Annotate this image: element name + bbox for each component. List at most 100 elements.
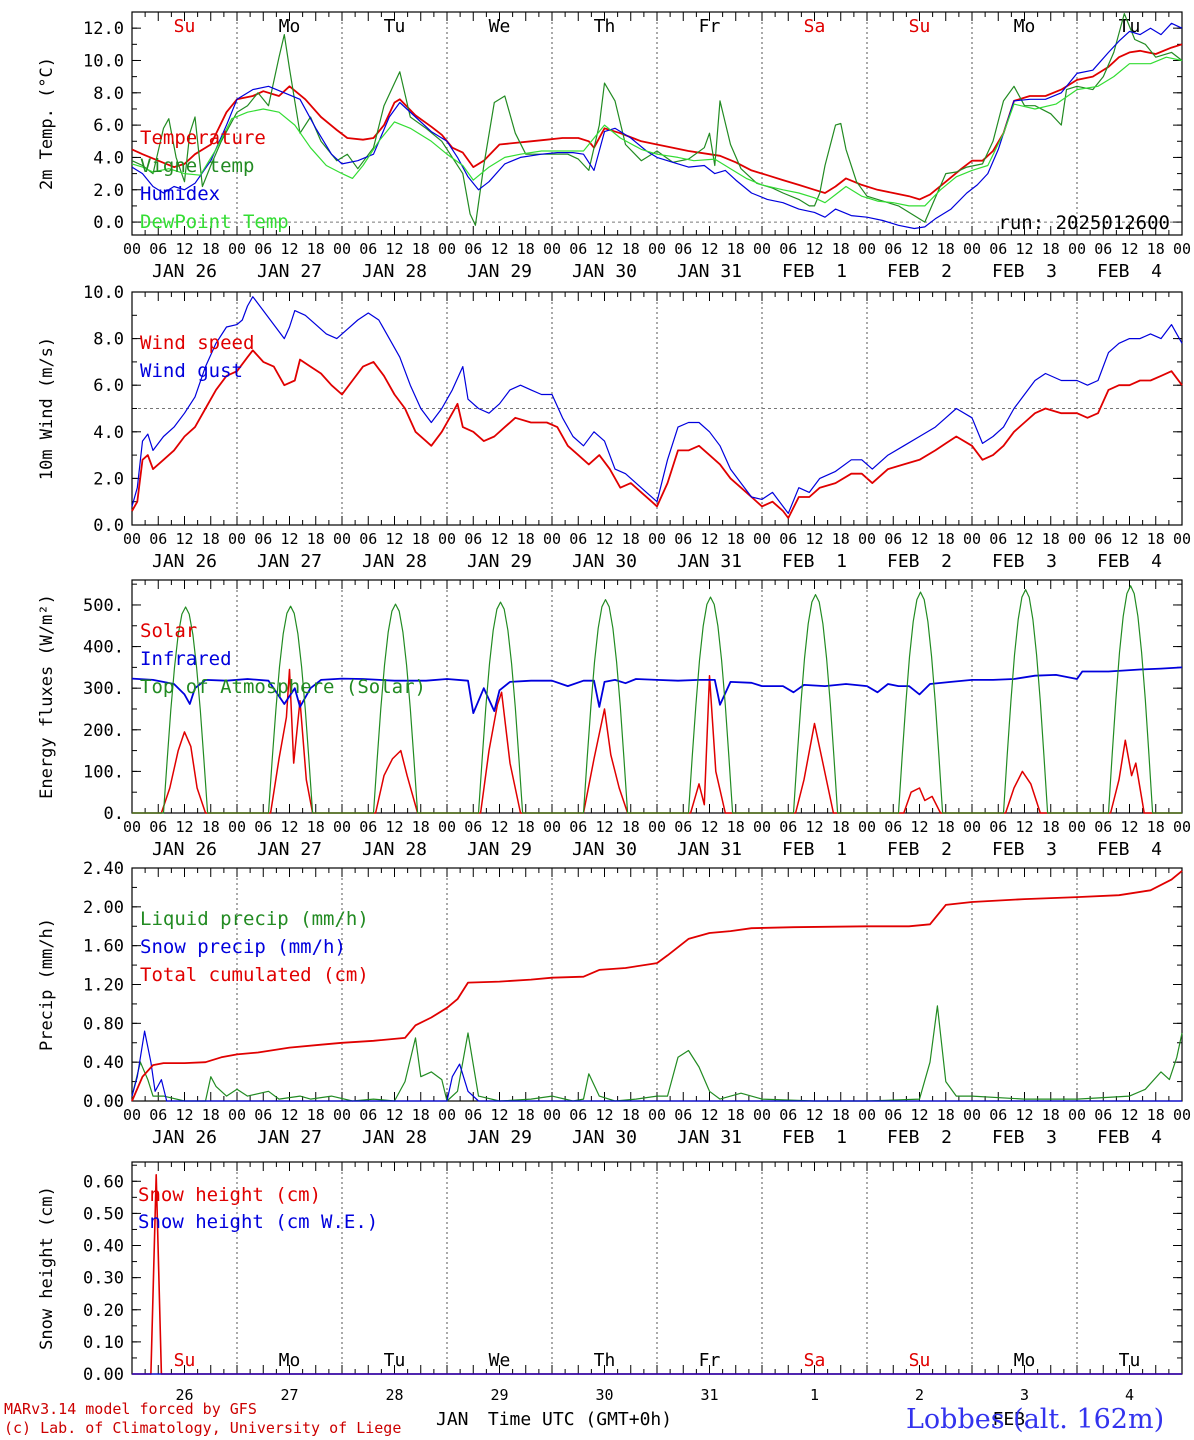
x-axis-label: Time UTC (GMT+0h) — [488, 1409, 672, 1430]
x-hour-label: 00 — [123, 1106, 141, 1124]
x-hour-label: 06 — [884, 1106, 902, 1124]
x-date-label: JAN 26 — [152, 261, 217, 282]
x-hour-label: 12 — [700, 240, 718, 258]
x-hour-label: 12 — [1120, 530, 1138, 548]
y-tick-label: 2.0 — [93, 469, 124, 489]
x-hour-label: 12 — [1015, 818, 1033, 836]
x-date-label: JAN 30 — [572, 1127, 637, 1148]
x-date-label: JAN 27 — [257, 261, 322, 282]
x-hour-label: 18 — [622, 530, 640, 548]
x-hour-label: 06 — [149, 1106, 167, 1124]
x-hour-label: 00 — [333, 240, 351, 258]
x-date-label: JAN 28 — [362, 551, 427, 572]
x-date-label: FEB 3 — [992, 261, 1057, 282]
series-line-snow-precip-mm-h- — [131, 1030, 1182, 1102]
x-hour-label: 00 — [1068, 1106, 1086, 1124]
x-hour-label: 12 — [1015, 530, 1033, 548]
x-hour-label: 12 — [910, 240, 928, 258]
x-hour-label: 18 — [832, 240, 850, 258]
x-hour-label: 06 — [149, 240, 167, 258]
day-of-week-label: Su — [174, 16, 196, 37]
x-hour-label: 00 — [438, 818, 456, 836]
x-hour-label: 06 — [989, 240, 1007, 258]
x-hour-label: 00 — [123, 818, 141, 836]
x-hour-label: 00 — [858, 1106, 876, 1124]
x-hour-label: 12 — [385, 530, 403, 548]
series-line-solar — [132, 668, 1182, 814]
x-hour-label: 12 — [175, 530, 193, 548]
x-hour-label: 06 — [674, 818, 692, 836]
x-hour-label: 12 — [280, 818, 298, 836]
day-of-week-label: Tu — [384, 1350, 406, 1371]
x-hour-label: 06 — [359, 530, 377, 548]
y-tick-label: 6.0 — [93, 376, 124, 396]
x-hour-label: 06 — [359, 240, 377, 258]
y-tick-label: 200. — [83, 721, 124, 741]
x-hour-label: 12 — [385, 240, 403, 258]
x-date-label: JAN 26 — [152, 839, 217, 860]
x-hour-label: 00 — [648, 1106, 666, 1124]
x-hour-label: 12 — [1120, 1106, 1138, 1124]
x-hour-label: 12 — [175, 240, 193, 258]
x-hour-label: 06 — [779, 818, 797, 836]
x-date-label: JAN 29 — [467, 839, 532, 860]
x-hour-label: 12 — [595, 818, 613, 836]
x-hour-label: 12 — [805, 240, 823, 258]
x-hour-label: 00 — [228, 240, 246, 258]
y-axis-label: Snow height (cm) — [37, 1186, 57, 1350]
x-hour-label: 18 — [1042, 530, 1060, 548]
y-tick-label: 2.0 — [93, 181, 124, 201]
x-hour-label: 12 — [910, 818, 928, 836]
series-line-infrared — [131, 666, 1183, 714]
x-hour-label: 18 — [1147, 240, 1165, 258]
x-hour-label: 06 — [989, 818, 1007, 836]
legend-entry: Humidex — [140, 183, 220, 205]
x-hour-label: 06 — [779, 530, 797, 548]
panel-2: 0.0 2.0 4.0 6.0 8.0 10.0 10m Wind (m/s) 00 06 12 1… — [37, 283, 1191, 572]
x-hour-label: 18 — [202, 530, 220, 548]
panel-4: 0.00 0.40 0.80 1.20 1.60 2.00 2.40 Precip (mm/h… — [37, 859, 1191, 1148]
series-line-total-cumulated-cm- — [131, 870, 1183, 1102]
x-hour-label: 12 — [595, 530, 613, 548]
x-hour-label: 12 — [280, 1106, 298, 1124]
x-date-label: FEB 1 — [782, 261, 847, 282]
x-date-label: JAN 28 — [362, 1127, 427, 1148]
day-of-week-label: Tu — [1119, 1350, 1141, 1371]
day-of-week-label: Su — [174, 1350, 196, 1371]
x-hour-label: 18 — [307, 818, 325, 836]
x-date-label: FEB 2 — [887, 551, 952, 572]
y-tick-label: 6.0 — [93, 116, 124, 136]
x-day-number: 29 — [490, 1386, 508, 1404]
y-tick-label: 400. — [83, 638, 124, 658]
x-hour-label: 06 — [464, 1106, 482, 1124]
x-hour-label: 00 — [228, 530, 246, 548]
y-tick-label: 300. — [83, 679, 124, 699]
x-hour-label: 00 — [1173, 530, 1191, 548]
lab-credit: (c) Lab. of Climatology, University of L… — [4, 1419, 401, 1437]
x-hour-label: 12 — [385, 818, 403, 836]
x-hour-label: 18 — [202, 240, 220, 258]
x-hour-label: 00 — [648, 818, 666, 836]
y-axis-label: 2m Temp. (°C) — [37, 57, 57, 190]
x-date-label: FEB 3 — [992, 839, 1057, 860]
x-day-number: 26 — [175, 1386, 193, 1404]
x-hour-label: 00 — [858, 530, 876, 548]
day-of-week-label: Sa — [804, 16, 826, 37]
x-hour-label: 00 — [228, 818, 246, 836]
y-tick-label: 8.0 — [93, 84, 124, 104]
x-date-label: JAN 28 — [362, 261, 427, 282]
x-hour-label: 00 — [963, 818, 981, 836]
y-tick-label: 2.40 — [83, 859, 124, 879]
day-of-week-label: Th — [594, 1350, 616, 1371]
x-date-label: FEB 2 — [887, 261, 952, 282]
x-hour-label: 12 — [280, 530, 298, 548]
legend-entry: Snow height (cm) — [138, 1184, 321, 1206]
day-of-week-label: We — [489, 16, 511, 37]
panel-1: 0.0 2.0 4.0 6.0 8.0 10.0 12.0 2m Temp. (°C) 00 06… — [37, 11, 1191, 282]
x-hour-label: 12 — [385, 1106, 403, 1124]
x-hour-label: 00 — [333, 530, 351, 548]
x-hour-label: 00 — [1173, 1106, 1191, 1124]
x-hour-label: 12 — [910, 1106, 928, 1124]
x-month-label: JAN — [436, 1409, 469, 1430]
day-of-week-label: Mo — [279, 16, 301, 37]
